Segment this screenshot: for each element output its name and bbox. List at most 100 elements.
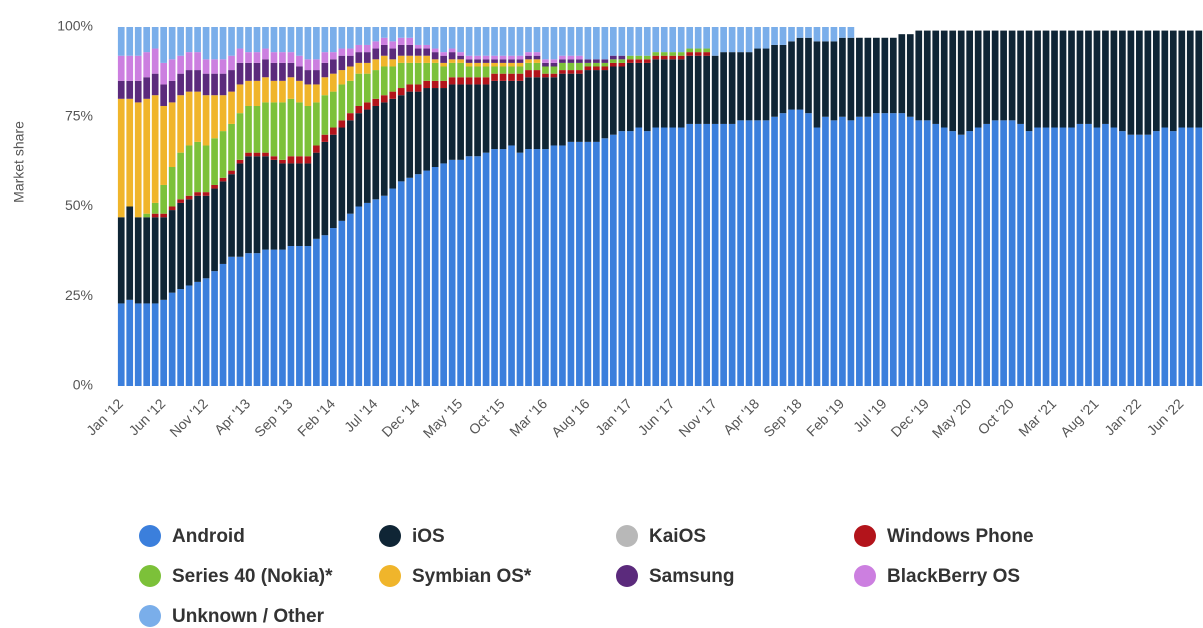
bar-segment: [296, 55, 303, 67]
bar-segment: [728, 27, 736, 53]
x-tick-label: Sep '18: [760, 395, 805, 440]
bar-segment: [211, 138, 218, 185]
bar-segment: [168, 102, 176, 168]
bar-segment: [686, 48, 694, 53]
bar-segment: [669, 59, 677, 128]
x-tick-label: May '20: [929, 395, 975, 441]
bar-segment: [321, 134, 329, 142]
bar-segment: [813, 127, 821, 387]
bar-segment: [397, 44, 405, 56]
bar-segment: [270, 27, 278, 53]
bar-segment: [686, 123, 694, 387]
bar-segment: [728, 123, 736, 387]
bar-segment: [660, 127, 668, 387]
bar-segment: [202, 195, 210, 279]
bar-segment: [440, 163, 447, 386]
bar-segment: [236, 62, 244, 85]
bar-segment: [1008, 120, 1016, 386]
bar-segment: [355, 105, 363, 114]
bar-segment: [202, 145, 210, 193]
bar-segment: [143, 77, 151, 99]
bar-segment: [414, 84, 422, 92]
bar-segment: [245, 52, 252, 63]
x-tick-label: Sep '13: [251, 395, 296, 440]
bar-segment: [151, 27, 159, 49]
bar-segment: [609, 62, 617, 67]
bar-segment: [177, 152, 184, 200]
bar-segment: [389, 59, 397, 67]
bar-segment: [194, 27, 201, 53]
bar-segment: [414, 62, 422, 85]
bar-segment: [567, 73, 575, 142]
y-tick-label: 25%: [65, 287, 93, 303]
bar-segment: [1161, 30, 1169, 128]
bar-segment: [720, 52, 727, 124]
bar-segment: [355, 62, 363, 74]
bar-segment: [304, 245, 312, 386]
bar-segment: [202, 59, 210, 74]
bar-segment: [194, 195, 201, 282]
bar-segment: [457, 159, 464, 386]
bar-segment: [126, 80, 134, 99]
bar-segment: [618, 66, 626, 132]
bar-segment: [372, 41, 380, 49]
bar-segment: [363, 109, 371, 203]
bar-segment: [194, 192, 201, 196]
bar-segment: [525, 59, 532, 63]
bar-segment: [287, 156, 295, 164]
bar-segment: [363, 202, 371, 386]
bar-segment: [423, 80, 431, 89]
bar-segment: [669, 127, 677, 387]
bar-segment: [219, 131, 227, 178]
bar-segment: [346, 27, 354, 49]
x-tick-label: Jan '12: [83, 395, 126, 438]
bar-segment: [584, 66, 592, 71]
bar-segment: [720, 27, 727, 53]
bar-segment: [168, 59, 176, 81]
bar-segment: [465, 66, 473, 78]
bar-segment: [160, 213, 168, 218]
bar-segment: [236, 113, 244, 160]
bar-segment: [202, 278, 210, 386]
bar-segment: [313, 84, 320, 103]
bar-segment: [202, 73, 210, 96]
bar-segment: [796, 37, 804, 110]
bar-segment: [185, 285, 193, 386]
bar-segment: [372, 27, 380, 42]
bar-segment: [211, 27, 218, 60]
bar-segment: [1195, 127, 1203, 387]
bar-segment: [389, 41, 397, 49]
bar-segment: [1127, 134, 1135, 386]
x-tick-label: Apr '13: [211, 395, 254, 438]
bar-segment: [380, 102, 388, 196]
bar-segment: [593, 70, 600, 142]
bar-segment: [796, 109, 804, 386]
bar-segment: [499, 80, 507, 150]
bar-segment: [669, 55, 677, 60]
bar-segment: [406, 177, 414, 386]
bar-segment: [559, 145, 566, 386]
bar-segment: [296, 163, 303, 246]
bar-segment: [635, 62, 643, 128]
legend-label: Samsung: [649, 566, 735, 587]
bar-segment: [414, 55, 422, 63]
bar-segment: [279, 102, 286, 160]
bar-segment: [720, 123, 727, 387]
bar-segment: [440, 55, 447, 63]
bar-segment: [584, 62, 592, 67]
bar-segment: [245, 105, 252, 153]
bar-segment: [779, 44, 787, 114]
bar-segment: [1169, 30, 1177, 132]
bar-segment: [423, 170, 431, 386]
bar-segment: [270, 102, 278, 157]
bar-segment: [185, 91, 193, 146]
bar-segment: [643, 27, 651, 56]
bar-segment: [703, 52, 711, 56]
bar-segment: [270, 249, 278, 386]
bar-segment: [593, 59, 600, 63]
bar-segment: [660, 27, 668, 53]
bar-segment: [652, 127, 660, 387]
bar-segment: [1076, 123, 1084, 387]
bar-segment: [185, 27, 193, 53]
